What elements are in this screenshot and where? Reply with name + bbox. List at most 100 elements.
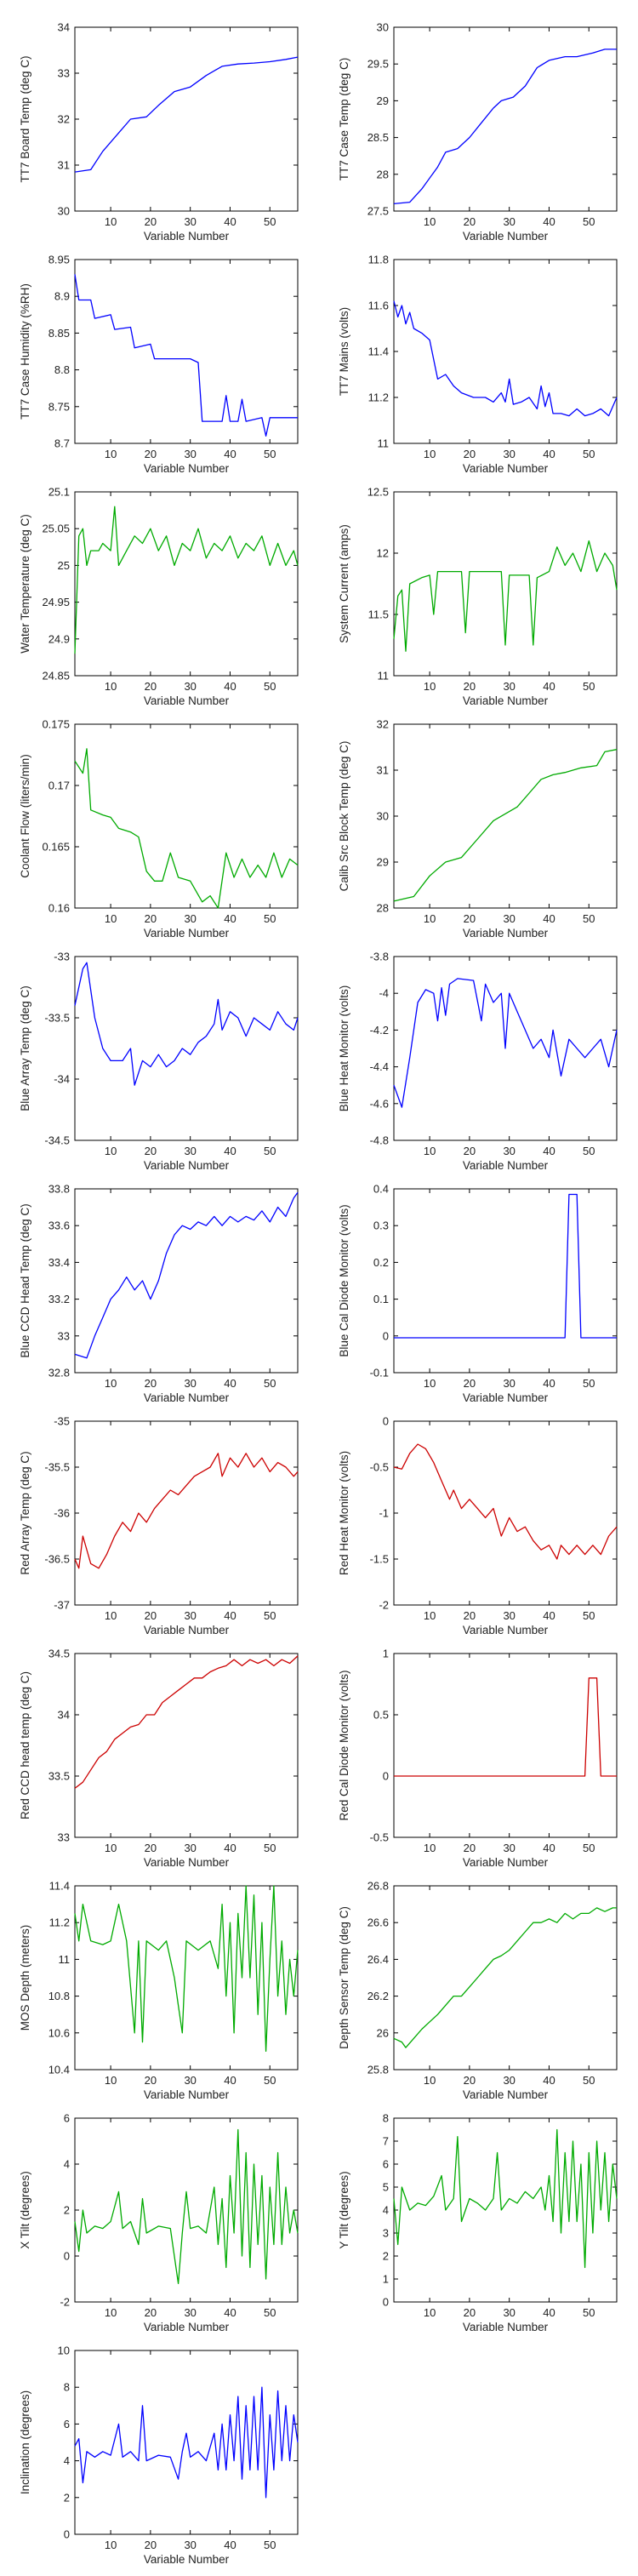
y-tick-label: 0: [64, 2250, 70, 2263]
y-tick-label: 34: [58, 1709, 70, 1722]
series-line: [393, 749, 618, 902]
x-tick-label: 40: [224, 1842, 236, 1854]
y-tick-label: 12: [377, 547, 389, 560]
plot-frame: [74, 1885, 299, 2071]
y-tick-label: 0.16: [48, 902, 70, 915]
y-tick-label: 1: [383, 1648, 389, 1660]
y-axis-label: Red CCD head temp (deg C): [19, 1671, 31, 1819]
x-tick-label: 50: [264, 2539, 276, 2551]
y-tick-label: 10.8: [48, 1990, 70, 2002]
x-axis-label: Variable Number: [463, 1856, 549, 1869]
y-tick-label: 2: [64, 2204, 70, 2217]
x-tick-label: 10: [424, 2306, 436, 2319]
x-tick-label: 30: [503, 1842, 515, 1854]
y-tick-label: 11.2: [49, 1916, 70, 1929]
x-tick-label: 40: [543, 1145, 555, 1157]
x-tick-label: 10: [105, 1842, 117, 1854]
y-axis-label: System Current (amps): [338, 524, 350, 643]
chart-svg: 10 20 30 40 50 -2 -1.5 -1 -0.5 0 Variable Number Re…: [338, 1415, 618, 1636]
y-tick-label: 8: [383, 2112, 389, 2125]
y-tick-label: 25: [58, 559, 70, 572]
x-tick-label: 20: [145, 2306, 157, 2319]
x-axis-label: Variable Number: [144, 2553, 230, 2566]
x-tick-label: 30: [503, 912, 515, 925]
series-line: [74, 56, 299, 173]
x-tick-label: 40: [543, 1377, 555, 1390]
y-tick-label: 33: [58, 1329, 70, 1342]
y-axis-label: TT7 Board Temp (deg C): [19, 55, 31, 182]
y-tick-label: 33.4: [48, 1256, 70, 1269]
y-axis-label: Water Temperature (deg C): [19, 514, 31, 654]
x-axis-label: Variable Number: [463, 927, 549, 940]
y-tick-label: -33.5: [44, 1012, 70, 1025]
y-tick-label: 34: [58, 21, 70, 34]
x-tick-label: 50: [264, 1842, 276, 1854]
y-axis-label: Y Tilt (degrees): [338, 2171, 350, 2248]
x-tick-label: 20: [145, 1609, 157, 1622]
y-tick-label: 10: [58, 2345, 70, 2357]
y-tick-label: 8.85: [48, 327, 70, 340]
y-axis-label: Calib Src Block Temp (deg C): [338, 741, 350, 892]
y-tick-label: 2: [383, 2250, 389, 2263]
x-tick-label: 10: [424, 680, 436, 693]
x-tick-label: 10: [105, 2306, 117, 2319]
y-tick-label: -2: [60, 2296, 70, 2309]
y-tick-label: 11.6: [368, 300, 389, 312]
x-tick-label: 20: [145, 2074, 157, 2087]
x-tick-label: 40: [543, 1842, 555, 1854]
x-tick-label: 20: [464, 215, 476, 228]
x-axis-label: Variable Number: [463, 1624, 549, 1636]
y-tick-label: 6: [64, 2418, 70, 2430]
x-tick-label: 20: [464, 1842, 476, 1854]
y-axis-label: Blue Array Temp (deg C): [19, 985, 31, 1111]
y-tick-label: 32: [58, 113, 70, 126]
x-tick-label: 10: [424, 912, 436, 925]
x-tick-label: 20: [464, 680, 476, 693]
x-tick-label: 10: [105, 1609, 117, 1622]
x-tick-label: 50: [264, 680, 276, 693]
x-tick-label: 40: [543, 2306, 555, 2319]
x-tick-label: 50: [583, 1609, 595, 1622]
y-tick-label: 11.5: [368, 608, 389, 621]
plot-frame: [393, 26, 618, 212]
chart-svg: 10 20 30 40 50 27.5 28 28.5 29 29.5 30 Variable Num…: [338, 21, 618, 243]
plot-frame: [393, 2117, 618, 2303]
plot-frame: [393, 956, 618, 1141]
y-tick-label: 11.4: [49, 1880, 70, 1893]
chart-svg: 10 20 30 40 50 0 2 4 6 8 10 Variable Number Inclinat…: [19, 2345, 299, 2566]
x-tick-label: 10: [105, 1145, 117, 1157]
x-tick-label: 50: [264, 2306, 276, 2319]
chart-panel: 10 20 30 40 50 -2 0 2 4 6 Variable Number X Tilt (d…: [0, 2111, 319, 2344]
chart-svg: 10 20 30 40 50 11 11.5 12 12.5 Variable Number Sys…: [338, 486, 618, 707]
x-tick-label: 30: [184, 2539, 196, 2551]
chart-svg: 10 20 30 40 50 -37 -36.5 -36 -35.5 -35 Variable Nu…: [19, 1415, 299, 1636]
y-axis-label: TT7 Case Humidity (%RH): [19, 283, 31, 420]
x-tick-label: 10: [105, 2539, 117, 2551]
x-axis-label: Variable Number: [463, 2088, 549, 2101]
y-tick-label: -4.6: [370, 1097, 389, 1110]
x-tick-label: 20: [464, 2074, 476, 2087]
x-tick-label: 30: [184, 2074, 196, 2087]
y-tick-label: -37: [54, 1599, 70, 1612]
chart-svg: 10 20 30 40 50 10.4 10.6 10.8 11 11.2 11.4 Variable…: [19, 1880, 299, 2101]
plot-frame: [74, 1653, 299, 1838]
y-tick-label: 25.1: [48, 486, 70, 499]
plot-frame: [393, 1885, 618, 2071]
x-tick-label: 50: [583, 448, 595, 460]
x-tick-label: 10: [105, 448, 117, 460]
chart-svg: 10 20 30 40 50 33 33.5 34 34.5 Variable Number Red…: [19, 1648, 299, 1869]
x-tick-label: 10: [424, 1145, 436, 1157]
x-axis-label: Variable Number: [144, 2321, 230, 2333]
x-tick-label: 40: [543, 215, 555, 228]
y-tick-label: 0: [64, 2528, 70, 2541]
series-line: [394, 1193, 617, 1339]
x-tick-label: 30: [184, 680, 196, 693]
plot-frame: [74, 956, 299, 1141]
y-axis-label: Blue Cal Diode Monitor (volts): [338, 1204, 350, 1357]
y-tick-label: -0.5: [370, 1831, 389, 1844]
y-tick-label: 2: [64, 2491, 70, 2504]
y-axis-label: Coolant Flow (liters/min): [19, 754, 31, 878]
y-axis-label: TT7 Case Temp (deg C): [338, 58, 350, 181]
x-tick-label: 20: [145, 912, 157, 925]
x-tick-label: 40: [224, 2539, 236, 2551]
